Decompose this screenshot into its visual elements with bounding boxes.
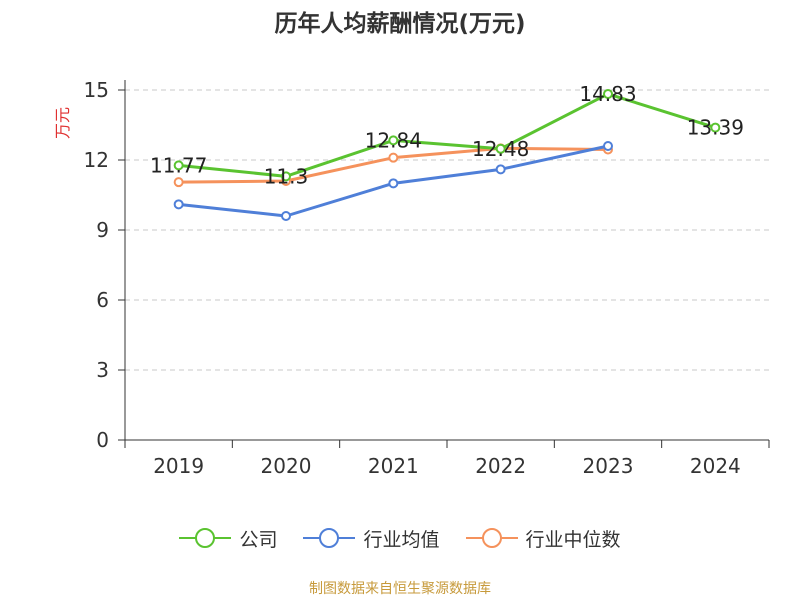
y-tick-label: 15 (84, 78, 109, 102)
data-labels: 11.77 11.3 12.84 12.48 14.83 13.39 (150, 82, 744, 188)
data-label: 12.84 (365, 128, 422, 152)
y-tick-label: 9 (96, 218, 109, 242)
x-tick-label: 2019 (153, 454, 204, 478)
axes: 0 3 6 9 12 15 2019 2020 2021 2022 2023 2024 万元 (53, 78, 770, 478)
data-point (710, 122, 721, 133)
legend-item[interactable]: 行业均值 (303, 525, 440, 552)
data-point (173, 177, 184, 188)
legend: 公司 行业均值 行业中位数 (0, 520, 800, 556)
series-lines (173, 88, 721, 221)
x-tick-label: 2023 (583, 454, 634, 478)
y-tick-label: 6 (96, 288, 109, 312)
legend-item[interactable]: 公司 (179, 525, 277, 552)
data-point (388, 135, 399, 146)
y-tick-label: 12 (84, 148, 109, 172)
x-tick-label: 2020 (261, 454, 312, 478)
chart-title: 历年人均薪酬情况(万元) (274, 11, 526, 37)
x-tick-label: 2022 (475, 454, 526, 478)
data-point (281, 171, 291, 182)
data-label: 11.3 (264, 164, 309, 188)
data-label: 12.48 (472, 137, 529, 161)
legend-swatch-icon (465, 528, 518, 548)
data-label: 14.83 (579, 82, 636, 106)
legend-swatch-icon (303, 528, 356, 548)
legend-label: 公司 (239, 528, 278, 551)
legend-label: 行业均值 (363, 528, 440, 551)
data-point (603, 88, 613, 99)
data-point (388, 178, 399, 189)
series-line (178, 92, 716, 178)
x-tick-label: 2024 (690, 454, 741, 478)
data-point (173, 160, 184, 171)
data-label: 11.77 (150, 153, 207, 177)
grid-lines (125, 89, 769, 371)
y-axis-label: 万元 (53, 107, 72, 139)
y-tick-label: 3 (96, 358, 109, 382)
source-note: 制图数据来自恒生聚源数据库 (309, 581, 491, 597)
legend-item[interactable]: 行业中位数 (465, 525, 621, 552)
data-point (173, 199, 184, 210)
data-label: 13.39 (687, 116, 744, 140)
legend-swatch-icon (179, 528, 232, 548)
x-tick-label: 2021 (368, 454, 419, 478)
data-point (603, 141, 613, 151)
data-point (495, 164, 506, 175)
data-point (495, 143, 506, 154)
legend-label: 行业中位数 (525, 528, 621, 551)
y-tick-label: 0 (96, 428, 109, 452)
data-point (281, 211, 291, 221)
data-point (388, 152, 399, 163)
